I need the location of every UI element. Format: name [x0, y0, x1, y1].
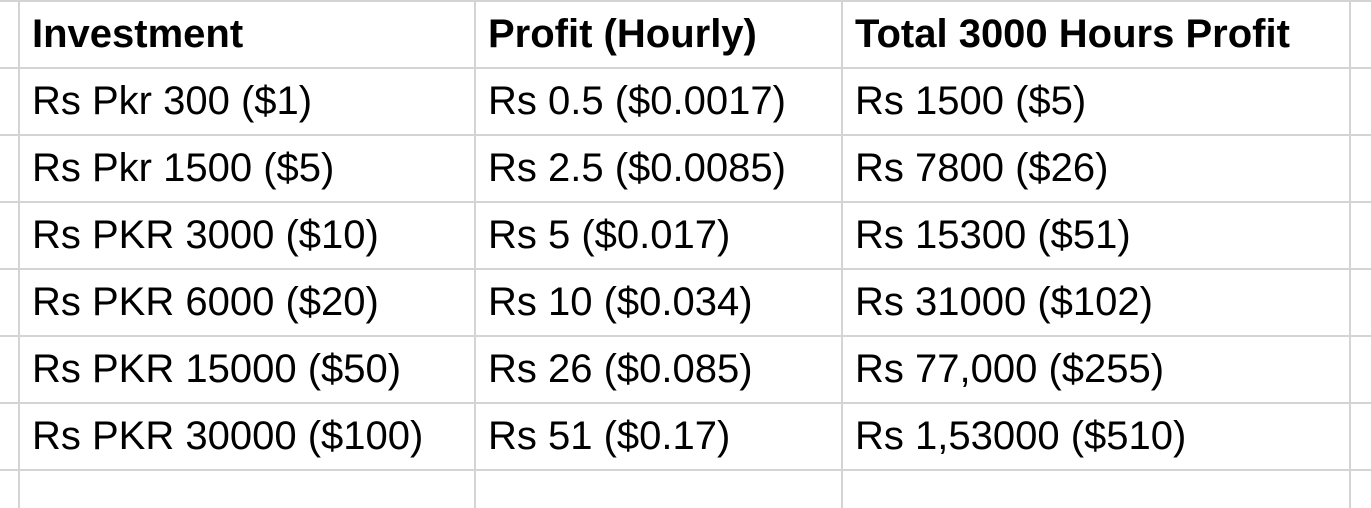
empty-cell[interactable]: [1351, 203, 1371, 270]
cell-total-profit[interactable]: Rs 77,000 ($255): [843, 337, 1351, 404]
cell-total-profit[interactable]: Rs 15300 ($51): [843, 203, 1351, 270]
empty-cell[interactable]: [1351, 404, 1371, 471]
cell-profit-hourly[interactable]: Rs 5 ($0.017): [476, 203, 843, 270]
cell-profit-hourly[interactable]: Rs 26 ($0.085): [476, 337, 843, 404]
header-investment[interactable]: Investment: [20, 2, 476, 69]
row-gutter[interactable]: [0, 69, 20, 136]
cell-investment[interactable]: Rs Pkr 1500 ($5): [20, 136, 476, 203]
cell-total-profit[interactable]: Rs 1,53000 ($510): [843, 404, 1351, 471]
cell-profit-hourly[interactable]: Rs 10 ($0.034): [476, 270, 843, 337]
row-gutter[interactable]: [0, 136, 20, 203]
cell-investment[interactable]: Rs PKR 3000 ($10): [20, 203, 476, 270]
header-profit-hourly[interactable]: Profit (Hourly): [476, 2, 843, 69]
cell-investment[interactable]: Rs PKR 6000 ($20): [20, 270, 476, 337]
row-gutter[interactable]: [0, 270, 20, 337]
cell-investment[interactable]: Rs PKR 15000 ($50): [20, 337, 476, 404]
cell-total-profit[interactable]: Rs 31000 ($102): [843, 270, 1351, 337]
cell-profit-hourly[interactable]: Rs 2.5 ($0.0085): [476, 136, 843, 203]
row-gutter[interactable]: [0, 337, 20, 404]
cell-profit-hourly[interactable]: Rs 51 ($0.17): [476, 404, 843, 471]
cell-total-profit[interactable]: Rs 1500 ($5): [843, 69, 1351, 136]
header-total-profit[interactable]: Total 3000 Hours Profit: [843, 2, 1351, 69]
empty-cell[interactable]: [1351, 2, 1371, 69]
row-gutter[interactable]: [0, 471, 20, 508]
cell-investment[interactable]: Rs Pkr 300 ($1): [20, 69, 476, 136]
empty-cell[interactable]: [1351, 337, 1371, 404]
empty-cell[interactable]: [1351, 136, 1371, 203]
empty-cell[interactable]: [20, 471, 476, 508]
grid-top-border: [0, 0, 1371, 2]
empty-cell[interactable]: [843, 471, 1351, 508]
empty-cell[interactable]: [1351, 471, 1371, 508]
empty-cell[interactable]: [476, 471, 843, 508]
empty-cell[interactable]: [1351, 69, 1371, 136]
row-gutter[interactable]: [0, 2, 20, 69]
cell-investment[interactable]: Rs PKR 30000 ($100): [20, 404, 476, 471]
row-gutter[interactable]: [0, 203, 20, 270]
cell-profit-hourly[interactable]: Rs 0.5 ($0.0017): [476, 69, 843, 136]
cell-total-profit[interactable]: Rs 7800 ($26): [843, 136, 1351, 203]
row-gutter[interactable]: [0, 404, 20, 471]
empty-cell[interactable]: [1351, 270, 1371, 337]
